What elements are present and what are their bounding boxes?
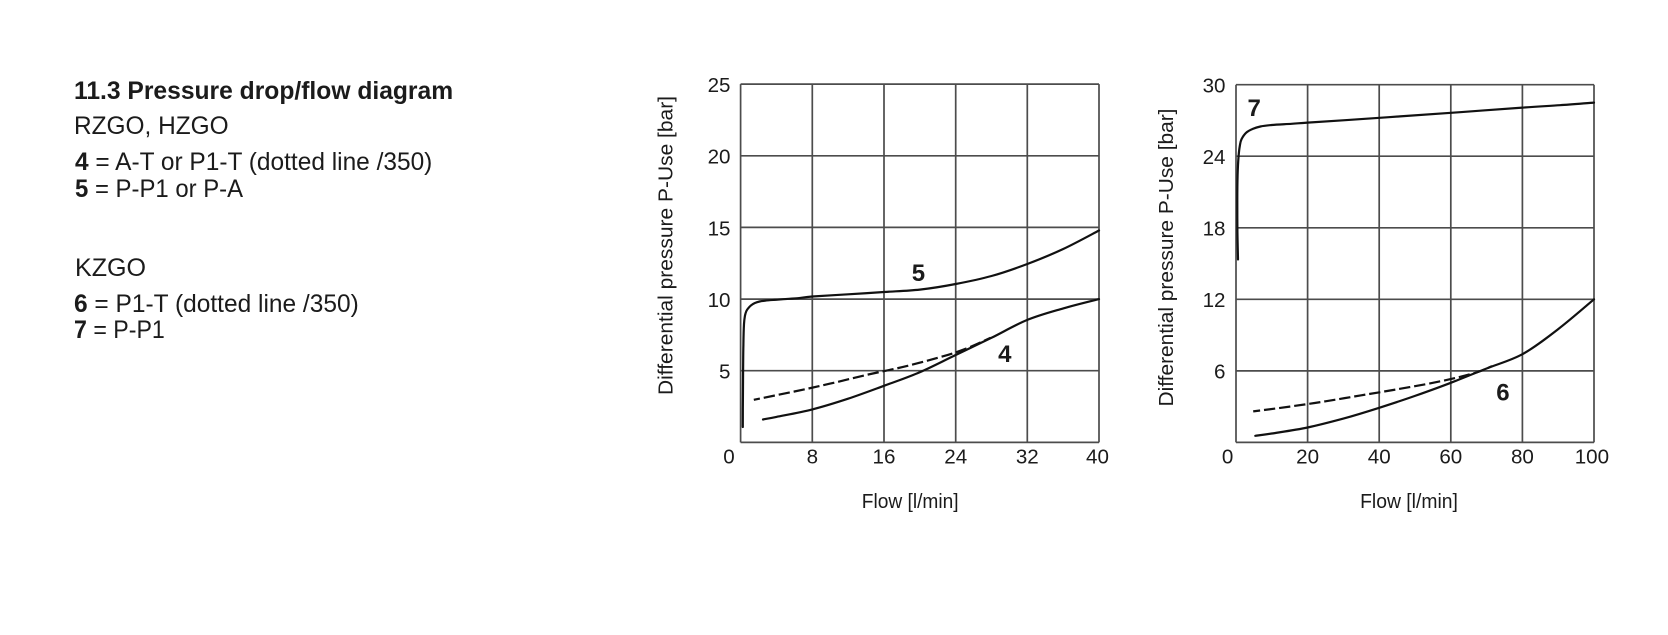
svg-text:80: 80 [1511,446,1534,469]
svg-text:8: 8 [807,446,818,469]
svg-text:100: 100 [1575,446,1609,469]
svg-text:10: 10 [708,289,731,312]
svg-text:40: 40 [1086,446,1109,469]
svg-text:0: 0 [723,446,734,469]
svg-text:20: 20 [1296,446,1319,469]
svg-text:25: 25 [708,74,731,97]
svg-text:20: 20 [708,146,731,169]
svg-text:32: 32 [1016,446,1039,469]
svg-text:5: 5 [912,260,925,287]
svg-text:6: 6 [1496,380,1509,407]
svg-text:18: 18 [1203,218,1226,241]
svg-text:24: 24 [1203,146,1226,169]
svg-text:5: 5 [719,361,730,384]
svg-text:60: 60 [1439,446,1462,469]
svg-text:30: 30 [1203,74,1226,97]
svg-text:Flow [l/min]: Flow [l/min] [862,490,959,513]
svg-text:Differential pressure P-Use [b: Differential pressure P-Use [bar] [655,96,678,395]
svg-text:12: 12 [1203,289,1226,312]
svg-text:7: 7 [1248,95,1261,122]
svg-text:Flow [l/min]: Flow [l/min] [1360,490,1458,513]
svg-text:6: 6 [1214,361,1225,384]
svg-text:4: 4 [998,341,1012,368]
svg-text:40: 40 [1368,446,1391,469]
svg-text:15: 15 [708,217,731,240]
svg-text:Differential pressure P-Use [b: Differential pressure P-Use [bar] [1155,109,1178,407]
svg-text:0: 0 [1222,446,1233,469]
svg-text:24: 24 [944,446,967,469]
svg-text:16: 16 [873,446,896,469]
